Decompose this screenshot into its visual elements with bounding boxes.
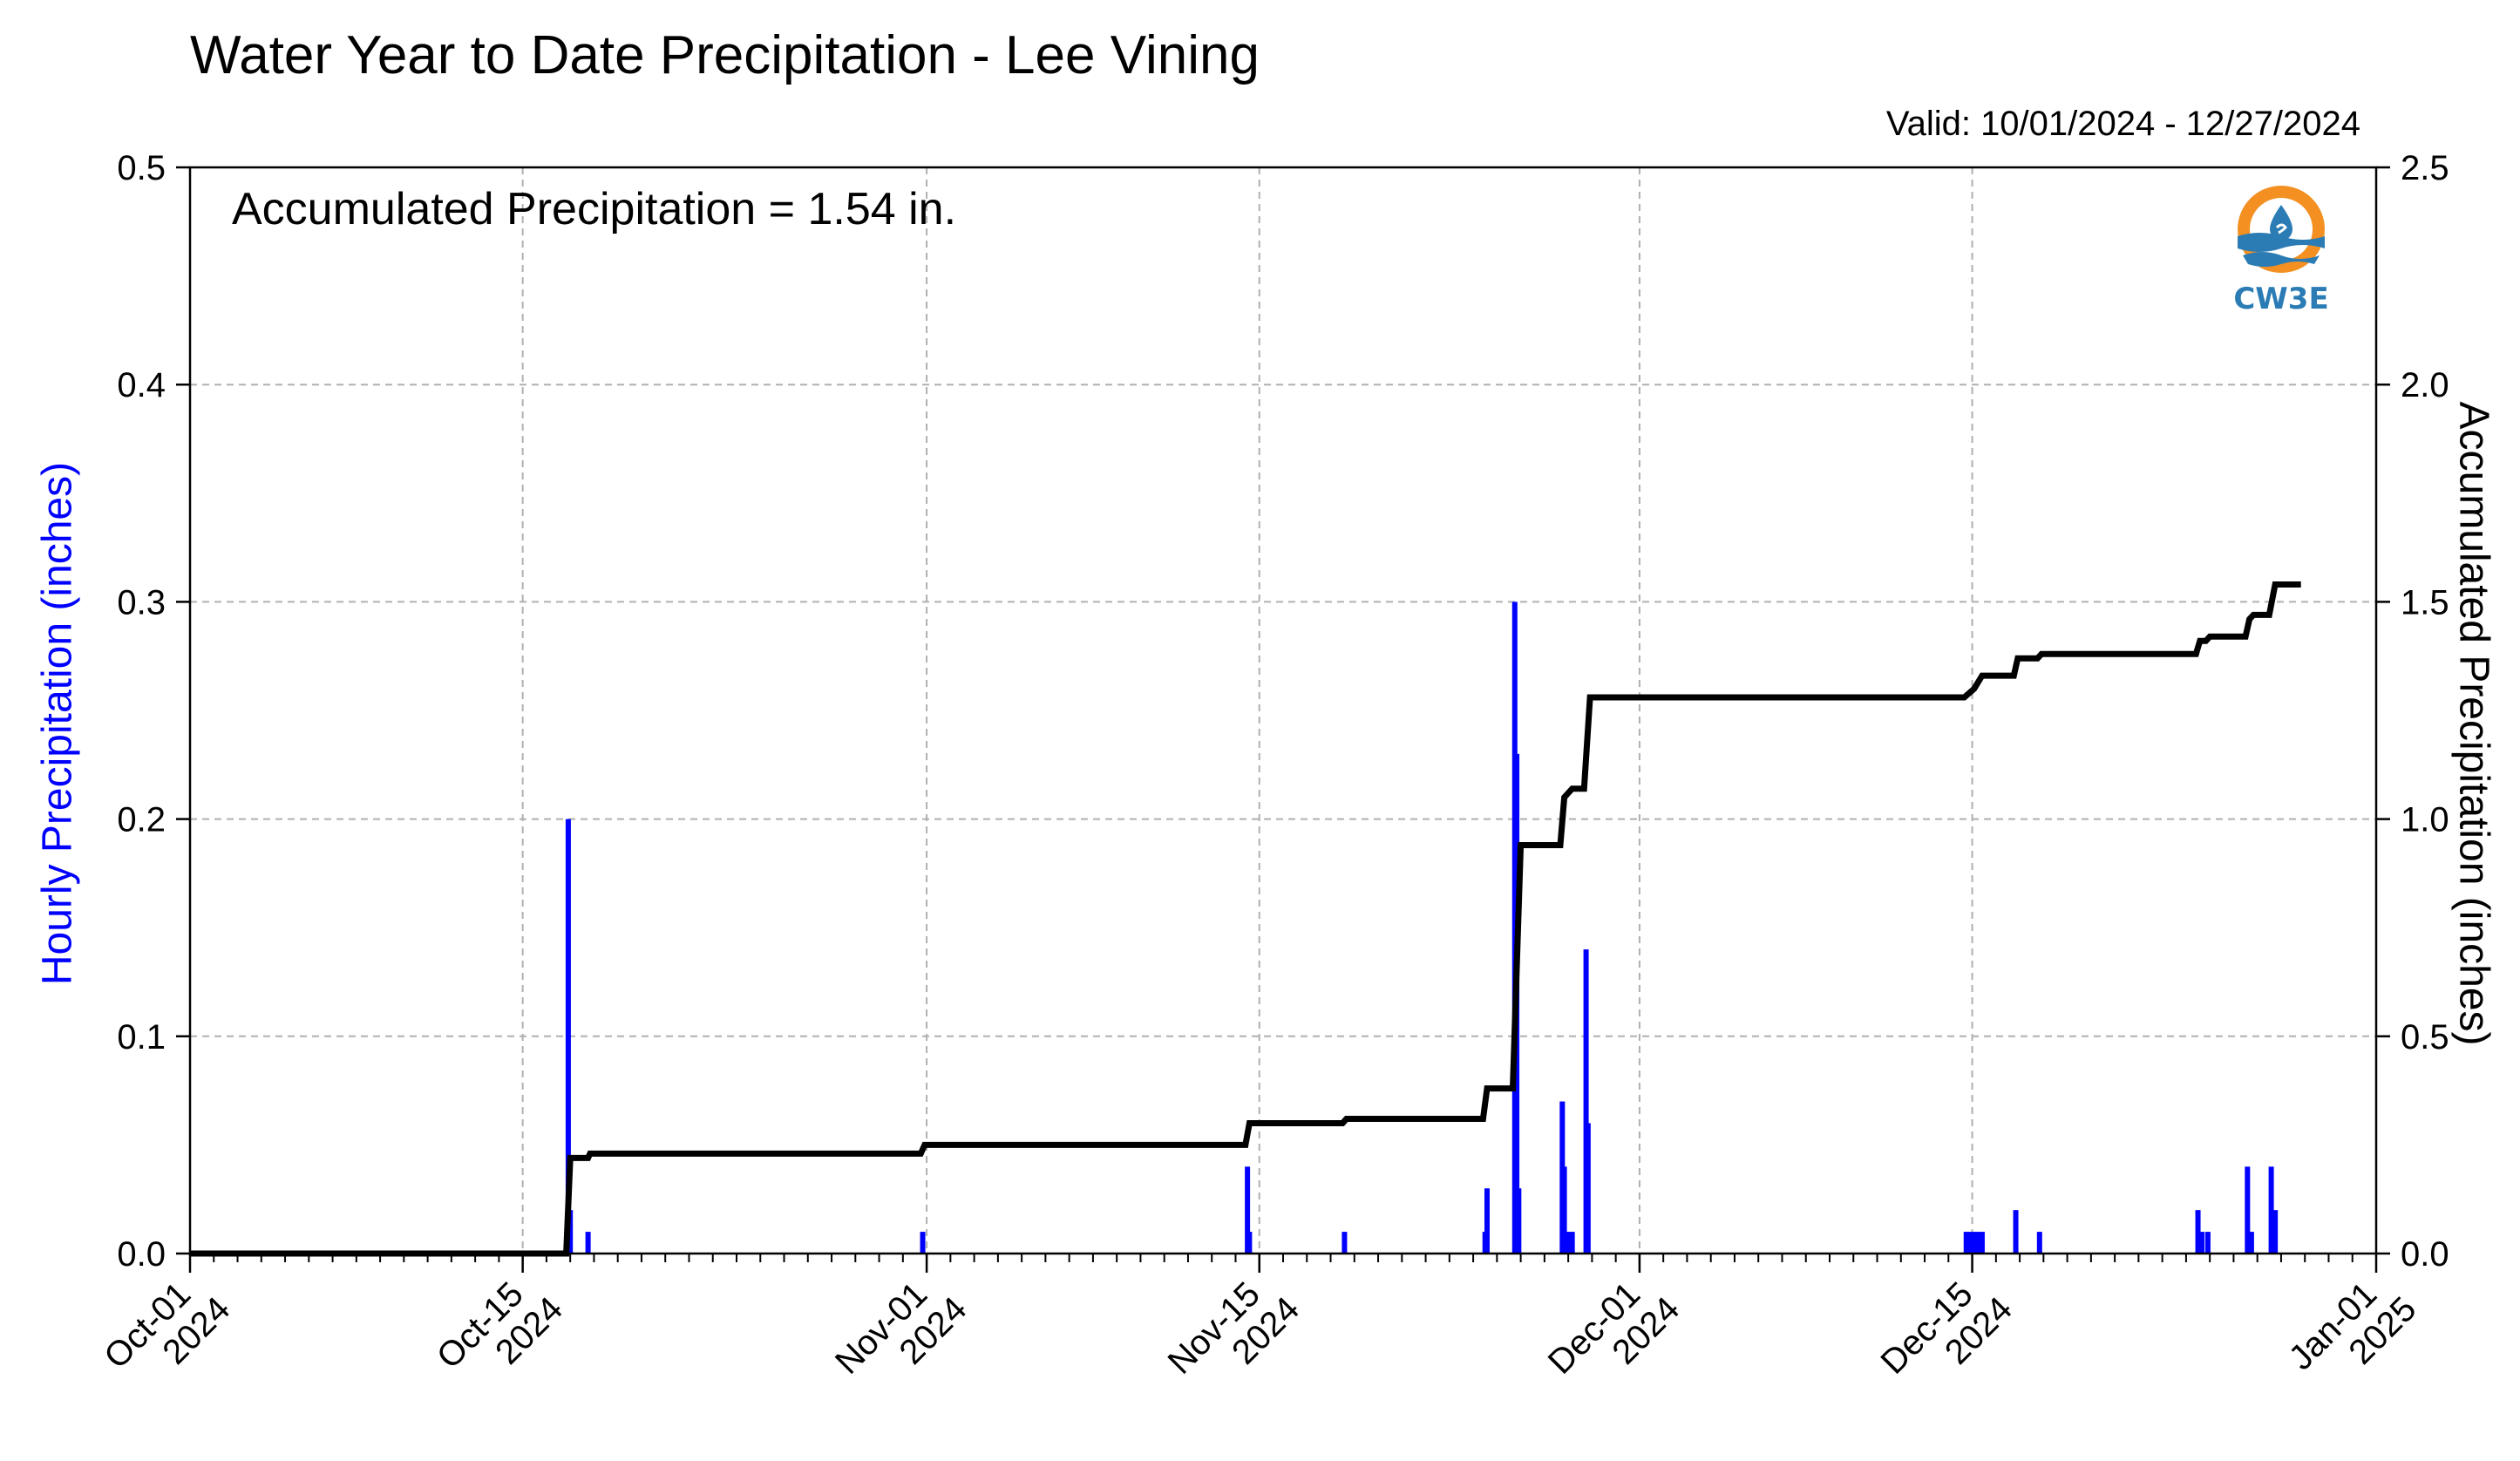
accumulated-annotation: Accumulated Precipitation = 1.54 in. [232, 184, 957, 234]
hourly-bar [565, 819, 571, 1254]
hourly-bar [1975, 1232, 1981, 1254]
accumulated-line [190, 581, 2301, 1257]
hourly-bar [1566, 1232, 1572, 1254]
y-tick-label-right: 2.0 [2401, 366, 2449, 404]
hourly-bar [1967, 1232, 1973, 1254]
hourly-bar [1484, 1188, 1490, 1254]
hourly-bar [2013, 1210, 2019, 1254]
y-tick-label-right: 1.0 [2401, 801, 2449, 839]
axes-layer [176, 166, 2390, 1273]
hourly-bar [1246, 1232, 1253, 1254]
hourly-bar [2195, 1210, 2201, 1254]
hourly-bar [2199, 1232, 2205, 1254]
hourly-bar [1561, 1166, 1567, 1254]
hourly-bar [1245, 1166, 1251, 1254]
plot-frame [188, 166, 2378, 1255]
hourly-bar [1979, 1232, 1985, 1254]
hourly-bar [2272, 1210, 2279, 1254]
hourly-bar [1963, 1232, 1969, 1254]
grid-layer [190, 167, 2376, 1254]
y-axis-label-right: Accumulated Precipitation (inches) [2450, 401, 2497, 1046]
hourly-bar [567, 1210, 574, 1254]
hourly-bar [1569, 1232, 1575, 1254]
hourly-bar [585, 1232, 591, 1254]
tick-labels-layer: 0.0 0.1 0.2 0.3 0.4 0.5 0.0 0.5 1.0 1.5 2.0 2.5 Oct-… [97, 149, 2449, 1382]
accumulated-line-layer [190, 581, 2301, 1257]
hourly-bar [2268, 1166, 2274, 1254]
hourly-bar [1585, 1123, 1591, 1254]
cw3e-logo-icon [2238, 186, 2325, 273]
hourly-bar [2036, 1232, 2042, 1254]
hourly-bar [1342, 1232, 1348, 1254]
y-tick-label-left: 0.1 [117, 1018, 166, 1057]
y-tick-label-left: 0.5 [117, 149, 166, 187]
y-axis-label-left: Hourly Precipitation (inches) [34, 461, 81, 986]
cw3e-logo-text: CW3E [2233, 282, 2329, 316]
hourly-bar [1516, 1188, 1522, 1254]
hourly-bar [2245, 1166, 2251, 1254]
y-tick-label-left: 0.4 [117, 366, 166, 404]
y-tick-label-left: 0.2 [117, 801, 166, 839]
valid-date-range: Valid: 10/01/2024 - 12/27/2024 [1885, 105, 2360, 143]
y-tick-label-left: 0.0 [117, 1235, 166, 1274]
cw3e-logo: CW3E [2225, 179, 2338, 318]
hourly-bar [2248, 1232, 2254, 1254]
y-tick-label-right: 0.5 [2401, 1018, 2449, 1057]
chart-title: Water Year to Date Precipitation - Lee V… [190, 25, 1260, 85]
y-tick-label-right: 1.5 [2401, 583, 2449, 622]
hourly-bar [920, 1232, 926, 1254]
y-tick-label-right: 2.5 [2401, 149, 2449, 187]
hourly-bar [2204, 1232, 2211, 1254]
hourly-bar [1971, 1232, 1977, 1254]
hourly-bar [1583, 949, 1589, 1254]
y-tick-label-right: 0.0 [2401, 1235, 2449, 1274]
y-tick-label-left: 0.3 [117, 583, 166, 622]
